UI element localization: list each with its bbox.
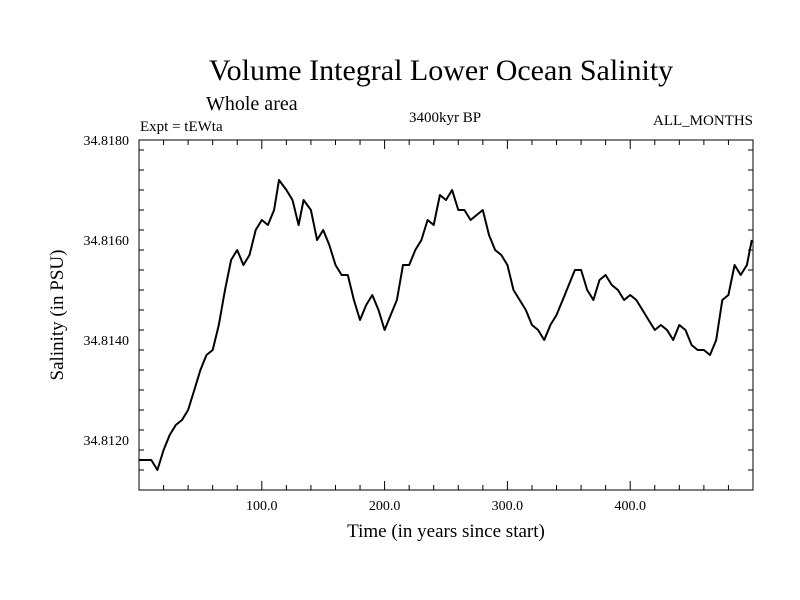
expt-label: Expt = tEWta [140,119,223,135]
period-label: 3400kyr BP [409,110,481,126]
plot-frame [138,139,754,491]
x-tick-label: 100.0 [246,499,278,514]
y-tick-label: 34.8180 [84,134,130,149]
x-tick-label: 200.0 [369,499,401,514]
x-tick-label: 300.0 [492,499,524,514]
salinity-series-line [139,179,753,471]
x-axis-label: Time (in years since start) [347,521,545,542]
chart-subtitle: Whole area [206,93,298,115]
chart-title: Volume Integral Lower Ocean Salinity [209,54,673,87]
y-tick-label: 34.8140 [84,334,130,349]
months-label: ALL_MONTHS [653,113,753,129]
x-tick-label: 400.0 [614,499,646,514]
y-axis-label: Salinity (in PSU) [47,250,68,381]
axis-ticks [139,140,753,490]
y-tick-label: 34.8120 [84,434,130,449]
tick-labels: 100.0 200.0 300.0 400.0 34.8120 34.8140 34.816… [84,134,646,514]
y-tick-label: 34.8160 [84,234,130,249]
